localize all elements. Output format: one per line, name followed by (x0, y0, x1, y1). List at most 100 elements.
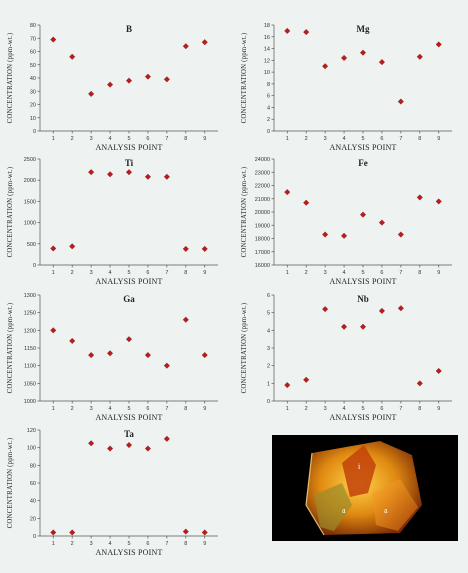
data-point (182, 245, 189, 252)
y-tick-label: 4 (267, 328, 270, 334)
data-point (435, 367, 442, 374)
x-tick-label: 2 (71, 270, 74, 276)
x-tick-label: 9 (437, 270, 440, 276)
x-tick-label: 1 (286, 270, 289, 276)
data-point (163, 362, 170, 369)
x-axis-label: ANALYSIS POINT (329, 413, 396, 422)
y-tick-label: 1250 (24, 311, 36, 317)
data-point (144, 173, 151, 180)
chart-svg-ga: 1000 1050 1100 1150 1200 1250 1300 1 2 3 4 5 6 7 8 9 Ga A… (7, 293, 218, 422)
x-tick-label: 9 (203, 270, 206, 276)
y-tick-label: 70 (30, 36, 36, 42)
y-tick-label: 1300 (24, 293, 36, 299)
x-tick-label: 5 (127, 541, 130, 547)
x-tick-label: 2 (71, 541, 74, 547)
y-tick-label: 60 (30, 481, 36, 487)
y-tick-label: 80 (30, 23, 36, 29)
y-tick-label: 1150 (24, 346, 36, 352)
data-point (359, 211, 367, 218)
y-tick-label: 2 (267, 364, 270, 370)
data-point (125, 336, 133, 343)
y-tick-label: 3 (267, 346, 270, 352)
chart-svg-fe: 16000 17000 18000 19000 20000 21000 22000 23000… (241, 157, 452, 286)
chart-b: 0 10 20 30 40 50 60 70 80 1 2 3 4 5 6 7 8 9 B ANALYSIS POIN… (0, 18, 234, 155)
data-point (284, 189, 291, 196)
chart-svg-ta: 0 20 40 60 80 100 120 1 2 3 4 5 6 7 8 9 Ta ANALYSIS POINT… (7, 428, 218, 557)
x-axis-label: ANALYSIS POINT (95, 277, 162, 286)
y-tick-label: 1100 (24, 364, 36, 370)
y-axis-label: CONCENTRATION (ppm-wt.) (241, 33, 248, 124)
x-tick-label: 1 (52, 136, 55, 142)
y-tick-label: 0 (267, 399, 270, 405)
x-tick-label: 1 (52, 541, 55, 547)
x-axis-label: ANALYSIS POINT (329, 277, 396, 286)
data-point (378, 59, 385, 66)
data-point (107, 445, 114, 452)
data-point (163, 76, 170, 83)
x-tick-label: 6 (146, 541, 149, 547)
x-tick-label: 5 (127, 406, 130, 412)
x-tick-label: 4 (109, 406, 112, 412)
data-point (182, 316, 189, 323)
x-tick-label: 6 (380, 270, 383, 276)
x-tick-label: 7 (165, 541, 168, 547)
y-tick-label: 0 (33, 534, 36, 540)
y-tick-label: 16 (264, 35, 270, 41)
x-axis-label: ANALYSIS POINT (329, 143, 396, 152)
y-tick-label: 10 (30, 116, 36, 122)
x-tick-label: 8 (184, 406, 187, 412)
data-point (341, 323, 348, 330)
y-tick-label: 17000 (255, 250, 270, 256)
y-tick-label: 14 (264, 47, 270, 53)
chart-nb: 0 1 2 3 4 5 6 1 2 3 4 5 6 7 8 9 Nb ANALYSIS POINT CONCENTR… (234, 288, 468, 425)
chart-title: Ti (125, 158, 134, 168)
y-tick-label: 80 (30, 463, 36, 469)
x-tick-label: 6 (146, 136, 149, 142)
x-tick-label: 1 (52, 270, 55, 276)
x-tick-label: 6 (380, 406, 383, 412)
data-point (435, 198, 442, 205)
y-tick-label: 6 (267, 293, 270, 299)
y-tick-label: 40 (30, 499, 36, 505)
data-point (416, 194, 423, 201)
data-point (303, 29, 310, 36)
chart-title: Nb (357, 294, 369, 304)
y-tick-label: 20 (30, 103, 36, 109)
x-tick-label: 4 (109, 136, 112, 142)
y-tick-label: 100 (27, 446, 36, 452)
data-point (341, 54, 348, 61)
crystal-image: i a a (305, 441, 422, 536)
y-tick-label: 2000 (24, 178, 36, 184)
crystal-zone-a-left (314, 483, 352, 531)
y-tick-label: 30 (30, 89, 36, 95)
y-tick-label: 10 (264, 70, 270, 76)
y-tick-label: 19000 (255, 223, 270, 229)
data-point (69, 243, 76, 250)
data-point (144, 352, 151, 359)
chart-title: B (126, 24, 132, 34)
x-tick-label: 9 (437, 136, 440, 142)
chart-svg-b: 0 10 20 30 40 50 60 70 80 1 2 3 4 5 6 7 8 9 B ANALYSIS POIN… (7, 23, 218, 152)
data-point (50, 245, 57, 252)
x-tick-label: 8 (184, 541, 187, 547)
data-point (50, 36, 57, 43)
chart-ta: 0 20 40 60 80 100 120 1 2 3 4 5 6 7 8 9 Ta ANALYSIS POINT… (0, 423, 234, 560)
data-point (416, 53, 423, 60)
y-tick-label: 2500 (24, 157, 36, 163)
photo-label-a-right: a (384, 506, 388, 515)
y-axis-label: CONCENTRATION (ppm-wt.) (7, 303, 14, 394)
x-tick-label: 5 (361, 270, 364, 276)
y-tick-label: 1000 (24, 399, 36, 405)
data-point (144, 73, 151, 80)
data-point (163, 173, 170, 180)
y-axis-label: CONCENTRATION (ppm-wt.) (241, 303, 248, 394)
data-point (88, 169, 95, 176)
data-point (125, 77, 133, 84)
data-point (284, 27, 291, 34)
x-tick-label: 5 (361, 406, 364, 412)
x-tick-label: 3 (90, 270, 93, 276)
x-tick-label: 4 (109, 541, 112, 547)
data-point (201, 352, 208, 359)
data-point (303, 199, 310, 206)
y-tick-label: 0 (33, 263, 36, 269)
